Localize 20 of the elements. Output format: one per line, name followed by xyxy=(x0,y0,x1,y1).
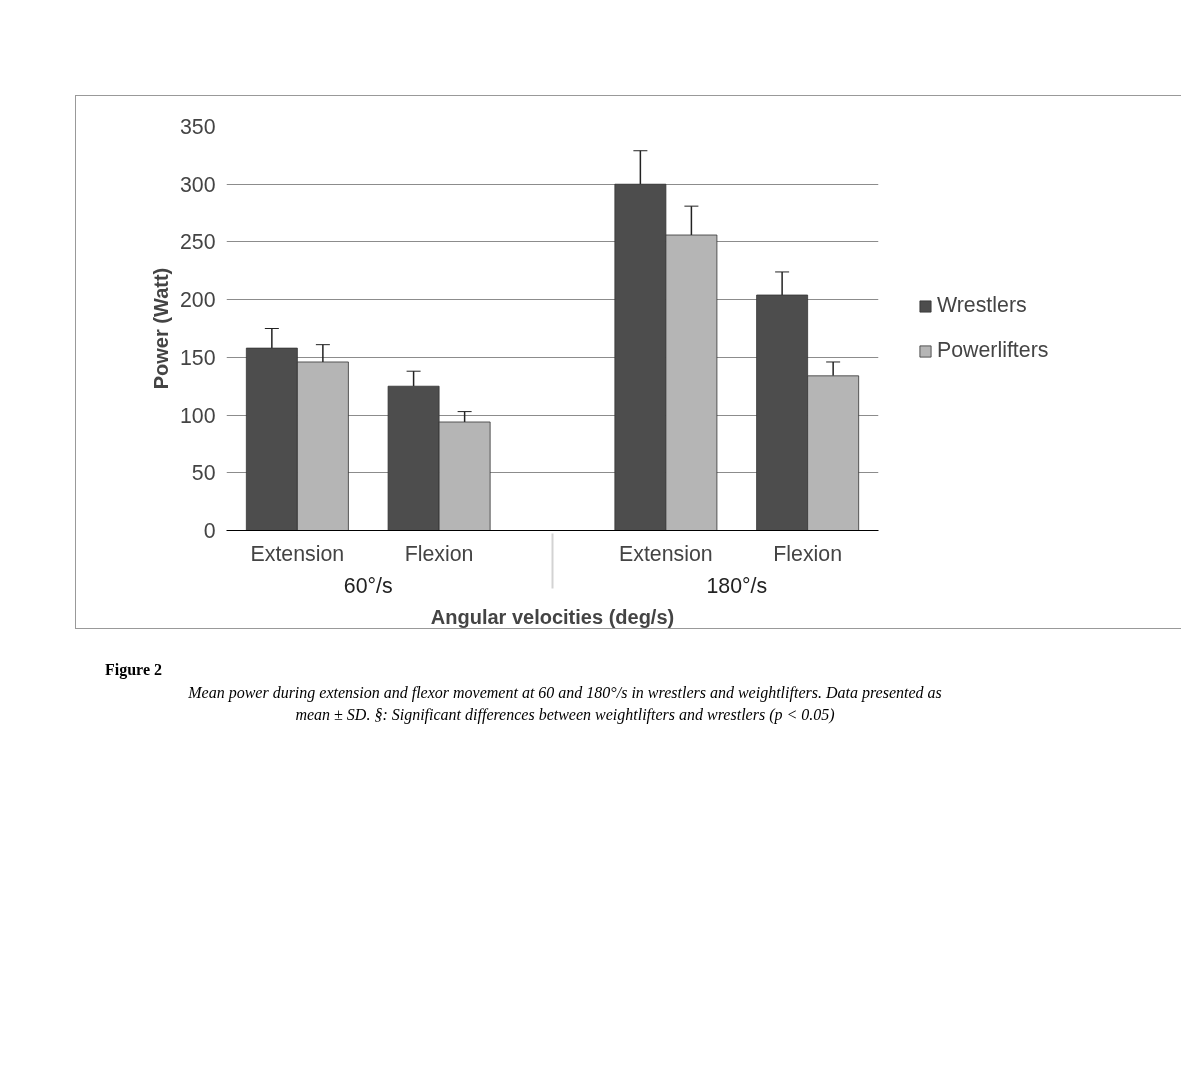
y-tick-label: 100 xyxy=(179,403,216,428)
x-tick-label: Flexion xyxy=(773,541,843,566)
x-axis-title: Angular velocities (deg/s) xyxy=(430,605,675,628)
y-tick-label: 250 xyxy=(179,230,216,255)
text: 180°/s xyxy=(706,573,768,598)
caption: Figure 2 xyxy=(105,660,164,681)
x-tick-label: Extension xyxy=(250,541,345,566)
y-tick-label: 50 xyxy=(191,461,216,486)
legend-label: Powerlifters xyxy=(937,338,1049,363)
y-tick-label: 150 xyxy=(179,345,216,370)
y-axis-title: Power (Watt) xyxy=(149,267,172,390)
x-tick-label: Flexion xyxy=(404,541,474,566)
text: Mean power during extension and flexor movement at 60 and 180°/s in wrestlers and weightlifters. Data presented as mean ± SD. §: Significant differences between weightlifters and wrestlers (p < 0.05) xyxy=(187,682,943,726)
y-tick-label: 200 xyxy=(179,288,216,313)
y-tick-label: 350 xyxy=(179,115,216,139)
y-tick-label: 300 xyxy=(179,172,216,197)
y-tick-label: 0 xyxy=(203,519,216,543)
x-tick-label: Extension xyxy=(619,541,713,566)
legend-label: Wrestlers xyxy=(937,293,1027,318)
text: 60°/s xyxy=(343,573,393,598)
